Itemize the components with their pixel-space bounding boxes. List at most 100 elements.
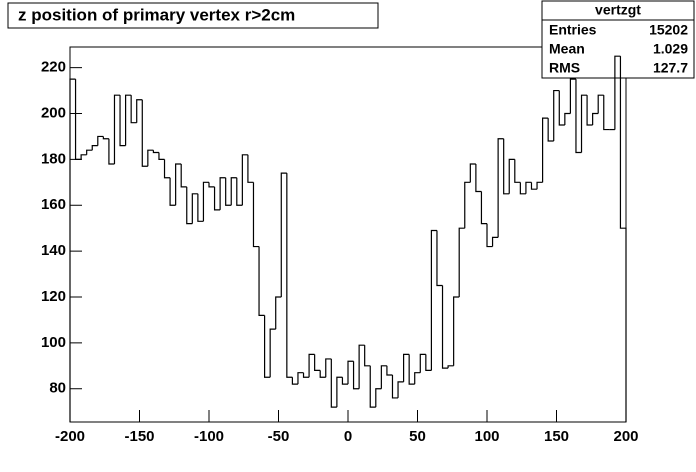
y-tick-label: 220 [41, 59, 66, 76]
stats-value: 1.029 [653, 41, 688, 57]
histogram-bin [491, 236, 499, 247]
x-tick-label: -100 [194, 428, 224, 445]
y-tick-label: 180 [41, 150, 66, 167]
histogram-bin [364, 345, 371, 367]
stats-label: RMS [549, 60, 580, 76]
histogram-bin [152, 150, 159, 154]
histogram-bin [258, 246, 265, 316]
histogram-bin [458, 227, 465, 297]
histogram-bin [302, 372, 310, 378]
histogram-bin [291, 377, 298, 385]
histogram-bin [592, 112, 599, 125]
histogram-bin [147, 149, 154, 167]
histogram-bin [497, 138, 504, 238]
histogram-bin [269, 328, 276, 378]
histogram-bin [141, 99, 148, 167]
x-tick-label: 200 [613, 428, 638, 445]
histogram-bin [74, 79, 82, 160]
histogram-bin [403, 353, 410, 382]
histogram-bin [275, 296, 282, 330]
histogram-bin [208, 182, 215, 188]
histogram-bin [436, 230, 443, 287]
histogram-bin [230, 177, 237, 206]
histogram-bin [453, 296, 460, 366]
histogram-bin [191, 193, 198, 224]
histogram-bin [464, 181, 471, 229]
histogram-bin [597, 94, 604, 114]
x-tick-label: 100 [474, 428, 499, 445]
histogram-bin [614, 55, 621, 130]
histogram-bin [80, 154, 87, 160]
histogram-bin [525, 181, 532, 194]
histogram-bin [480, 191, 487, 225]
histogram-bin [503, 138, 510, 195]
histogram-bin [286, 173, 293, 378]
x-tick-label: 150 [544, 428, 569, 445]
histogram-bin [91, 145, 98, 151]
histogram-bin [119, 95, 126, 147]
histogram-bin [163, 159, 171, 179]
histogram-bin [425, 354, 432, 371]
histogram-bin [241, 154, 248, 206]
histogram-bin [69, 78, 76, 422]
histogram-bin [86, 149, 93, 155]
histogram-bin [547, 118, 554, 142]
histogram-bin [202, 181, 209, 222]
histogram-bin [186, 186, 193, 225]
stats-title: vertzgt [595, 2, 641, 18]
histogram-bin [308, 353, 315, 378]
histogram-bin [542, 117, 549, 183]
histogram-bin [369, 365, 376, 408]
histogram-bin [319, 370, 326, 378]
histogram-bin [325, 358, 332, 378]
histogram-bin [508, 158, 515, 194]
x-tick-label: -150 [124, 428, 154, 445]
histogram-bin [280, 172, 287, 297]
histogram-bin [341, 377, 348, 385]
histogram-bin [175, 163, 182, 206]
histogram-bin [414, 372, 421, 385]
histogram-bin [603, 95, 610, 131]
histogram-bin [358, 344, 365, 389]
y-tick-label: 80 [49, 380, 66, 397]
histogram-bin [441, 285, 449, 369]
stats-box [541, 0, 695, 79]
histogram-bin [219, 177, 226, 210]
histogram-bin [264, 315, 271, 378]
histogram-bin [475, 163, 482, 193]
histogram-bin [336, 376, 343, 408]
y-tick-label: 140 [41, 242, 66, 259]
histogram-bin [113, 94, 121, 164]
x-tick-label: 50 [409, 428, 426, 445]
histogram-bin [97, 135, 104, 146]
histogram-bin [252, 182, 260, 248]
histogram-bin [314, 354, 321, 371]
chart-title: z position of primary vertex r>2cm [18, 5, 295, 24]
stats-value: 127.7 [653, 60, 688, 76]
histogram-bin [580, 94, 588, 153]
stats-label: Entries [549, 22, 597, 38]
histogram-bin [130, 95, 137, 124]
histogram-bin [136, 99, 143, 123]
histogram-bin [108, 138, 115, 165]
histogram-bin [586, 95, 593, 126]
histogram-bin [430, 229, 437, 371]
histogram-bin [125, 94, 132, 146]
x-tick-label: -200 [55, 428, 85, 445]
histogram-bin [236, 177, 243, 206]
histogram-bin [169, 177, 176, 206]
histogram-bin [380, 365, 387, 389]
histogram-bin [564, 112, 571, 125]
histogram-bin [530, 182, 538, 190]
histogram-bin [375, 388, 382, 408]
histogram-bin [486, 223, 493, 248]
histogram-bin [330, 358, 337, 408]
y-tick-label: 200 [41, 104, 66, 121]
title-box [7, 2, 379, 29]
histogram-bin [247, 154, 254, 183]
histogram-bin [469, 163, 476, 183]
histogram-bin [519, 182, 526, 195]
stats-label: Mean [549, 41, 585, 57]
histogram-bin [575, 79, 582, 154]
